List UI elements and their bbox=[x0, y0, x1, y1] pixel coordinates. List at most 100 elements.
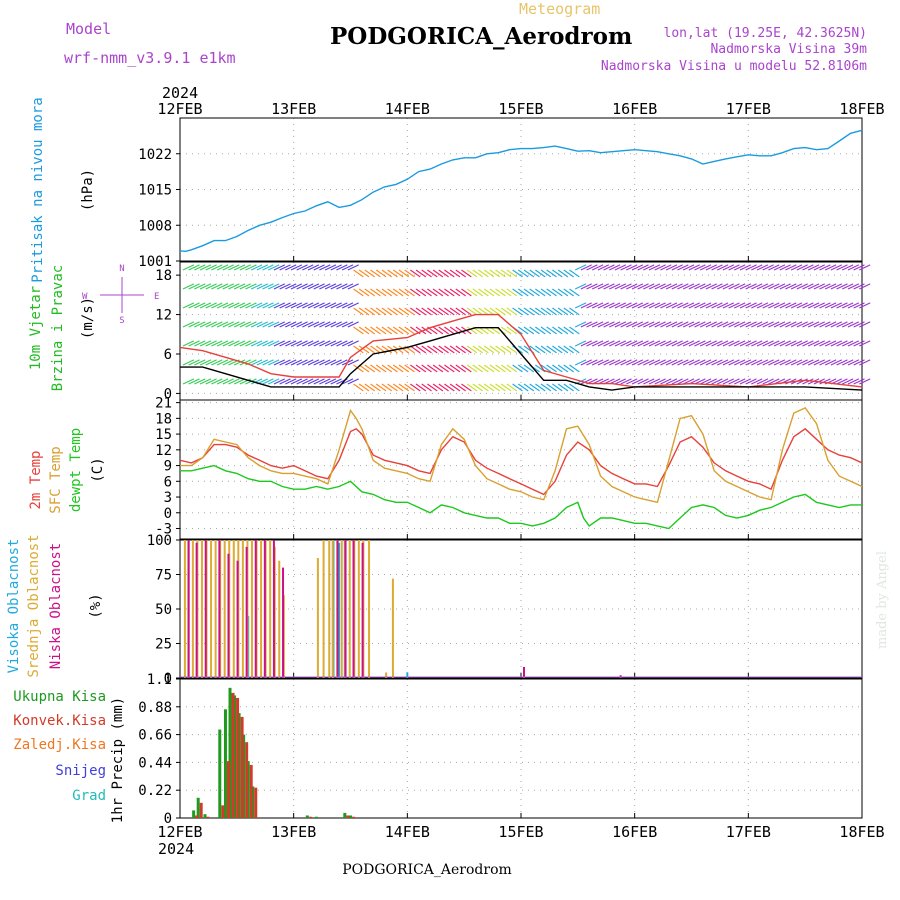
wind-barb bbox=[563, 269, 574, 278]
temp-line-0 bbox=[179, 427, 863, 496]
meteogram-label: Meteogram bbox=[519, 0, 600, 18]
wind-barb bbox=[637, 264, 649, 271]
wind-barb bbox=[523, 307, 535, 316]
wind-axis-label-2: Brzina i Pravac bbox=[50, 265, 66, 391]
wind-barb bbox=[330, 264, 342, 271]
year-bottom: 2024 bbox=[158, 840, 194, 858]
wind-barb bbox=[819, 321, 831, 328]
wind-unit-label: (m/s) bbox=[80, 297, 96, 339]
wind-barb bbox=[813, 359, 825, 366]
precip-legend-2: Zaledj.Kisa bbox=[13, 737, 106, 753]
wind-barb bbox=[455, 269, 466, 278]
wind-barb bbox=[705, 340, 717, 347]
wind-barb bbox=[398, 383, 410, 392]
wind-barb bbox=[552, 269, 563, 278]
precip-legend-1: Konvek.Kisa bbox=[13, 713, 106, 729]
wind-barb bbox=[432, 269, 444, 278]
precip-bar bbox=[203, 814, 207, 818]
wind-barb bbox=[768, 321, 780, 328]
date-top-label: 13FEB bbox=[271, 100, 316, 118]
wind-barb bbox=[438, 288, 449, 297]
wind-barb bbox=[768, 283, 780, 290]
wind-barb bbox=[626, 264, 638, 271]
wind-barb bbox=[734, 264, 746, 271]
wind-barb bbox=[199, 264, 212, 271]
y-tick-label: 0 bbox=[164, 671, 172, 687]
wind-barb bbox=[347, 283, 359, 290]
wind-barb bbox=[302, 264, 314, 271]
wind-barb bbox=[660, 321, 672, 328]
wind-barb bbox=[842, 321, 854, 328]
wind-barb bbox=[199, 302, 212, 309]
wind-barb bbox=[552, 383, 563, 392]
wind-barb bbox=[353, 345, 364, 354]
wind-barb bbox=[319, 359, 331, 366]
wind-barb bbox=[614, 302, 627, 309]
wind-barb bbox=[847, 359, 860, 366]
wind-barb bbox=[626, 321, 638, 328]
wind-barb bbox=[574, 264, 587, 271]
wind-barb bbox=[415, 307, 427, 316]
wind-barb bbox=[336, 283, 348, 290]
wind-barb bbox=[597, 359, 609, 366]
wind-barb bbox=[717, 264, 729, 271]
wind-barb bbox=[319, 321, 331, 328]
wind-barb bbox=[381, 345, 393, 354]
wind-barb bbox=[773, 340, 786, 347]
wind-barb bbox=[711, 283, 723, 290]
wind-barb bbox=[222, 340, 234, 347]
temp-line-2 bbox=[180, 464, 862, 530]
y-tick-label: 1015 bbox=[138, 183, 172, 199]
wind-barb bbox=[211, 321, 223, 328]
wind-barb bbox=[768, 359, 780, 366]
wind-barb bbox=[859, 340, 871, 347]
wind-barb bbox=[853, 283, 865, 290]
wind-barb bbox=[205, 302, 217, 309]
wind-barb bbox=[580, 283, 592, 290]
wind-barb bbox=[648, 359, 661, 366]
precip-panel: 0 0.22 0.44 0.66 0.88 1.1 bbox=[138, 672, 863, 827]
wind-barb bbox=[586, 321, 598, 328]
wind-barb bbox=[654, 359, 666, 366]
wind-barb bbox=[392, 307, 404, 316]
wind-barb bbox=[569, 307, 580, 316]
wind-barb bbox=[751, 264, 763, 271]
wind-barb bbox=[711, 359, 723, 366]
wind-barb bbox=[341, 321, 354, 328]
wind-barb bbox=[302, 359, 314, 366]
wind-barb bbox=[631, 378, 644, 385]
wind-barb bbox=[785, 264, 797, 271]
wind-barb bbox=[256, 321, 268, 328]
wind-barb bbox=[603, 321, 615, 328]
wind-barb bbox=[370, 326, 381, 335]
wind-barb bbox=[398, 307, 410, 316]
wind-barb bbox=[455, 326, 466, 335]
wind-barb bbox=[734, 321, 746, 328]
wind-barb bbox=[620, 378, 632, 385]
wind-barb bbox=[392, 383, 404, 392]
wind-barb bbox=[523, 364, 535, 373]
wind-barb bbox=[824, 302, 837, 309]
wind-barb bbox=[296, 302, 308, 309]
wind-barb bbox=[432, 307, 444, 316]
wind-barb bbox=[438, 269, 449, 278]
wind-barb bbox=[535, 326, 546, 335]
wind-barb bbox=[614, 378, 627, 385]
date-top-label: 16FEB bbox=[612, 100, 657, 118]
wind-barb bbox=[239, 340, 251, 347]
wind-barb bbox=[785, 359, 797, 366]
wind-barb bbox=[273, 264, 286, 271]
wind-barb bbox=[773, 321, 786, 328]
wind-barb bbox=[557, 269, 569, 278]
wind-barb bbox=[347, 321, 359, 328]
wind-barb bbox=[222, 359, 234, 366]
wind-barb bbox=[682, 264, 695, 271]
wind-barb bbox=[438, 345, 449, 354]
wind-barb bbox=[540, 345, 552, 354]
wind-barb bbox=[512, 383, 523, 392]
wind-barb bbox=[381, 364, 393, 373]
wind-barb bbox=[557, 364, 569, 373]
wind-barb bbox=[745, 321, 757, 328]
wind-barb bbox=[199, 378, 212, 385]
wind-barb bbox=[432, 345, 444, 354]
